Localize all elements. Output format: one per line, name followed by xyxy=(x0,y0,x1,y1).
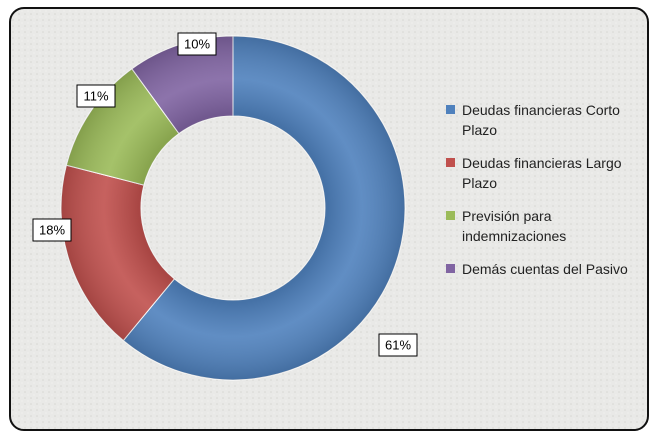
legend-swatch xyxy=(446,264,455,273)
data-label: 61% xyxy=(385,337,411,352)
legend-label: Previsión para indemnizaciones xyxy=(462,208,567,244)
legend-item: Previsión para indemnizaciones xyxy=(446,206,652,246)
data-label-box xyxy=(177,32,217,56)
legend-swatch xyxy=(446,211,455,220)
legend-item: Deudas financieras Corto Plazo xyxy=(446,100,652,140)
legend-label: Deudas financieras Corto Plazo xyxy=(462,102,620,138)
data-label: 11% xyxy=(83,88,108,103)
data-label: 10% xyxy=(184,36,210,51)
legend-label: Deudas financieras Largo Plazo xyxy=(462,155,622,191)
legend-swatch xyxy=(446,158,455,167)
data-label-box xyxy=(32,218,72,242)
legend-swatch xyxy=(446,105,455,114)
legend-item: Demás cuentas del Pasivo xyxy=(446,259,652,279)
legend-item: Deudas financieras Largo Plazo xyxy=(446,153,652,193)
legend-label: Demás cuentas del Pasivo xyxy=(462,261,628,277)
data-label-box xyxy=(76,84,116,108)
legend: Deudas financieras Corto Plazo Deudas fin… xyxy=(446,100,652,292)
data-label: 18% xyxy=(39,222,65,237)
data-label-box xyxy=(378,333,418,357)
